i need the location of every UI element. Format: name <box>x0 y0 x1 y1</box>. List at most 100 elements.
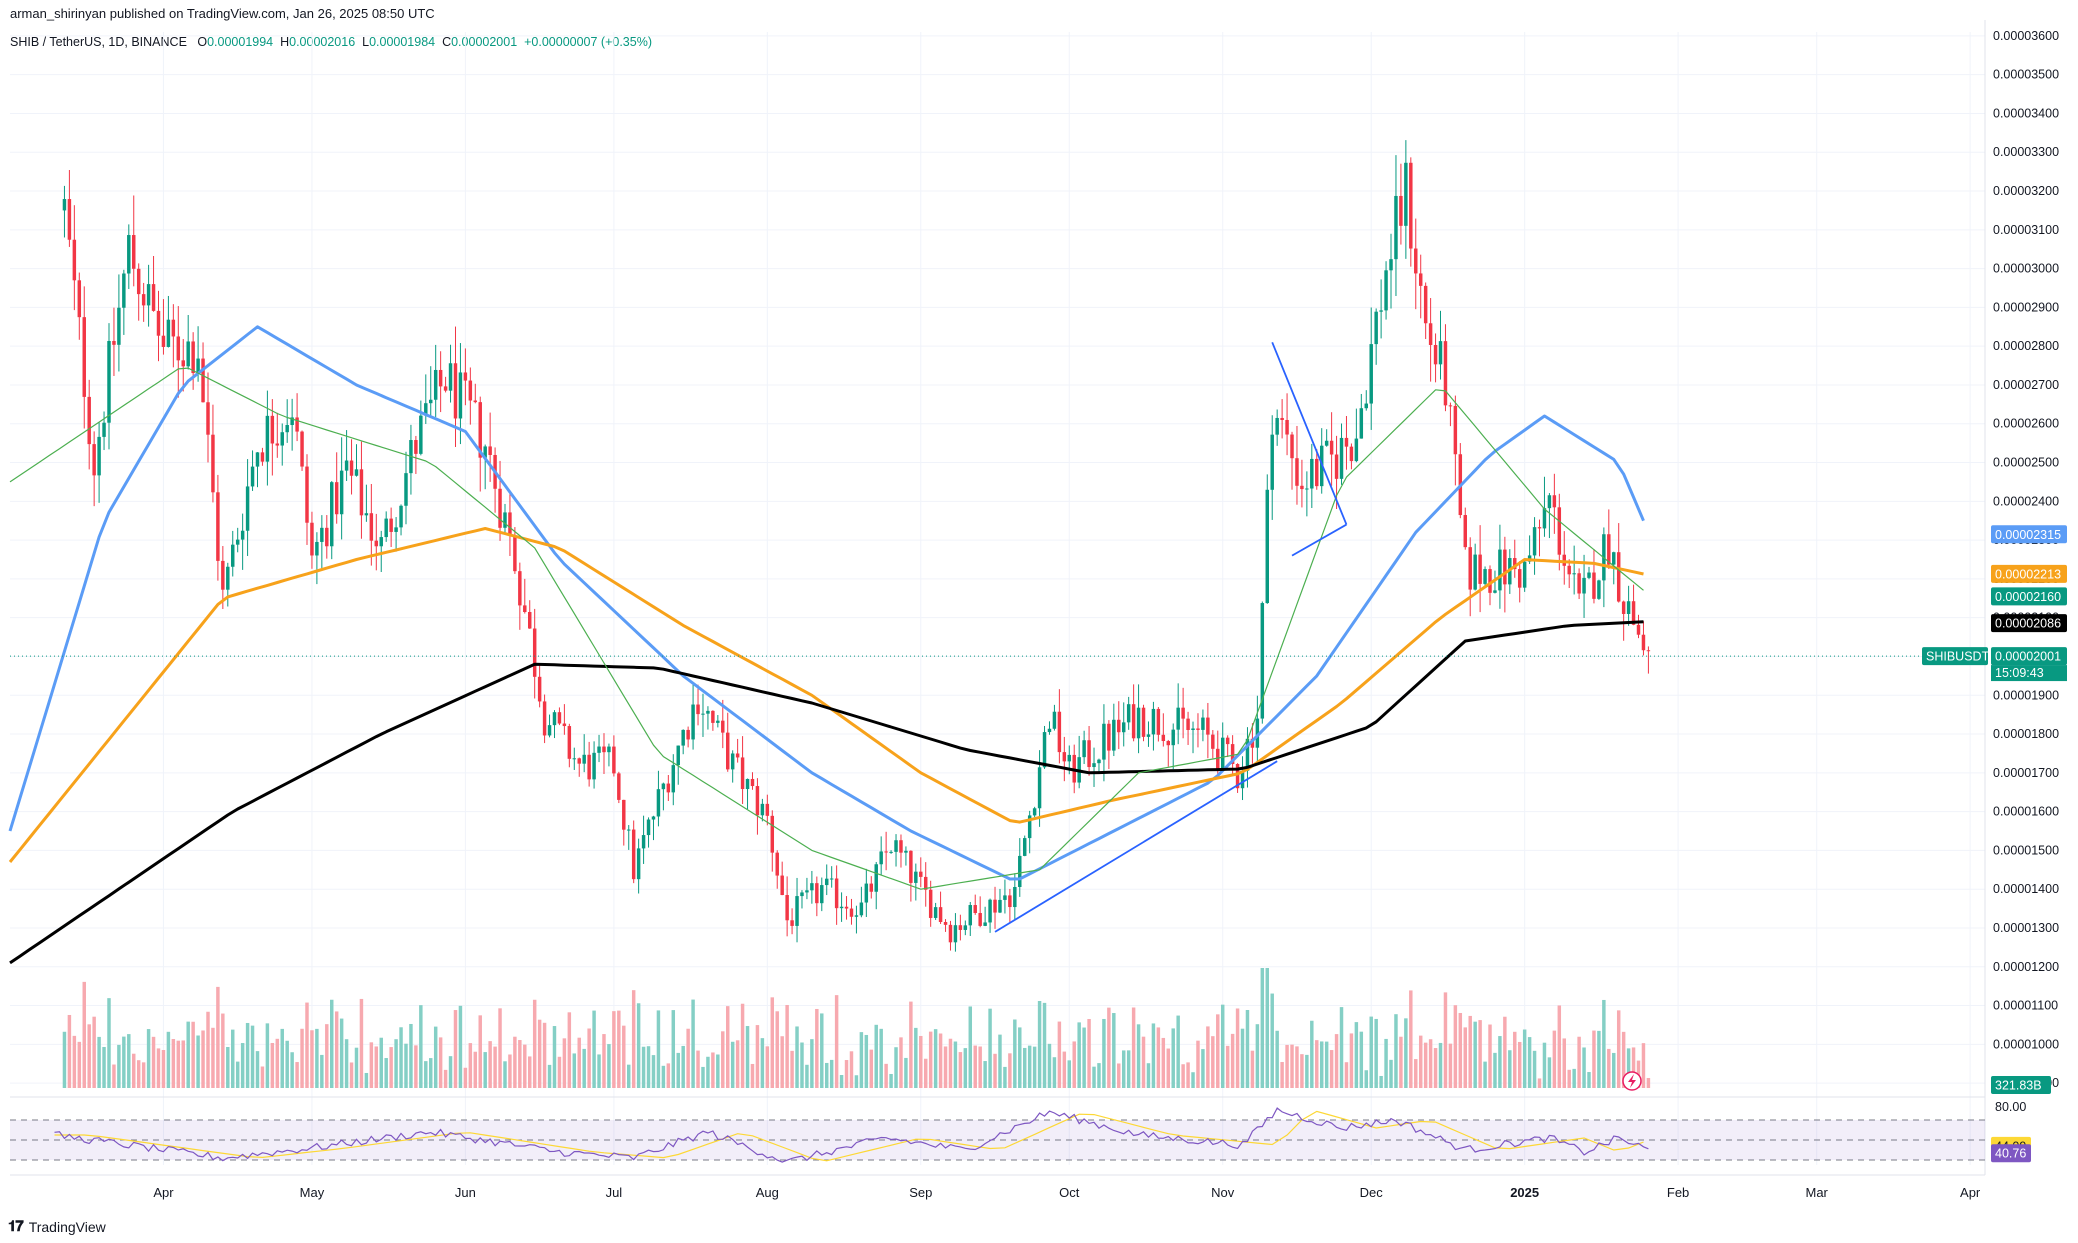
candle-body <box>1220 737 1225 770</box>
candle-body <box>805 890 809 893</box>
candle-body <box>914 871 918 883</box>
candle-body <box>1225 737 1230 745</box>
candles[interactable] <box>62 140 1651 952</box>
volume-bar <box>988 1008 992 1088</box>
ohlc-values: O0.00001994 H0.00002016 L0.00001984 C0.0… <box>190 35 652 49</box>
volume-bar <box>1027 1045 1032 1088</box>
volume-bar <box>656 1010 661 1088</box>
volume-bar <box>384 1058 388 1088</box>
time-tick-label: Sep <box>909 1185 932 1200</box>
candle-body <box>701 713 705 715</box>
candle-body <box>864 883 869 903</box>
candle-body <box>745 778 750 790</box>
candle-body <box>389 518 393 532</box>
tradingview-logo[interactable]: 𝟏𝟕 TradingView <box>8 1218 106 1235</box>
candle-body <box>1532 527 1537 556</box>
volume-bar <box>706 1056 710 1088</box>
candle-body <box>795 896 799 926</box>
candle-body <box>800 892 804 897</box>
volume-bar <box>1612 1052 1616 1088</box>
candle-body <box>1339 437 1344 479</box>
open-value: 0.00001994 <box>207 35 274 49</box>
volume-bar <box>1399 1036 1403 1088</box>
candle-body <box>1587 572 1591 578</box>
candle-body <box>1557 507 1562 555</box>
candle-body <box>384 518 388 538</box>
volume-bar <box>1131 1007 1136 1088</box>
candle-body <box>211 434 215 493</box>
volume-bar <box>681 1045 685 1088</box>
volume-bar <box>1527 1037 1532 1088</box>
candle-body <box>1404 162 1408 226</box>
price-tick-label: 0.00002700 <box>1993 378 2059 392</box>
volume-bar <box>765 1046 770 1088</box>
volume-bar <box>993 1053 997 1088</box>
candle-body <box>1062 752 1067 762</box>
volume-bar <box>998 1034 1002 1088</box>
symbol-name[interactable]: SHIB / TetherUS, 1D, BINANCE <box>10 35 187 49</box>
candle-body <box>1087 740 1091 768</box>
volume-bar <box>834 995 839 1088</box>
candle-body <box>1572 573 1576 575</box>
candle-body <box>1626 601 1631 614</box>
candle-body <box>1136 707 1141 739</box>
volume-bar <box>305 1002 309 1088</box>
volume-bar <box>1513 1031 1517 1088</box>
candle-body <box>156 310 161 336</box>
price-tick-label: 0.00003600 <box>1993 29 2059 43</box>
candle-body <box>102 422 106 437</box>
volume-bar <box>127 1034 131 1088</box>
volume-bar <box>968 1006 973 1088</box>
last-price-badge-text: 0.00002001 <box>1995 650 2061 664</box>
volume-bar <box>1334 1034 1339 1088</box>
candle-body <box>117 307 121 345</box>
trendlines[interactable] <box>994 341 1348 933</box>
candle-body <box>923 876 928 890</box>
candle-body <box>874 864 878 892</box>
volume-bar <box>226 1047 230 1088</box>
candle-body <box>72 239 77 281</box>
price-tick-label: 0.00001100 <box>1993 999 2058 1013</box>
candle-body <box>1186 718 1190 730</box>
volume-bar <box>1473 1021 1477 1088</box>
candle-body <box>315 541 319 556</box>
volume-bar <box>433 1026 438 1088</box>
rsi-value-badge-text: 40.76 <box>1995 1147 2026 1161</box>
candle-body <box>666 783 671 793</box>
volume-bar <box>1498 1036 1502 1088</box>
volume-bar <box>1225 1045 1230 1088</box>
volume-bar <box>1275 1030 1279 1088</box>
candle-body <box>166 319 171 347</box>
time-axis[interactable]: Apr May Jun Jul Aug Sep Oct Nov Dec 2025 Feb Mar Apr <box>153 1185 1981 1200</box>
candle-body <box>1117 719 1121 733</box>
volume-bar <box>1315 1040 1319 1088</box>
volume-bar <box>1082 1027 1086 1088</box>
candle-body <box>132 235 136 269</box>
volume-bar <box>359 998 364 1088</box>
volume-bar <box>146 1029 151 1088</box>
volume-bar <box>77 1041 82 1088</box>
volume-bar <box>1092 1066 1096 1088</box>
volume-bar <box>438 1037 443 1088</box>
volume-bar <box>122 1036 126 1088</box>
candle-body <box>305 466 309 523</box>
volume-bar <box>1037 1001 1042 1088</box>
candle-body <box>884 851 888 853</box>
candle-body <box>67 199 72 240</box>
candle-body <box>1102 723 1106 760</box>
candle-body <box>1503 549 1507 585</box>
volume-bar <box>1126 1050 1131 1088</box>
volume-bar <box>810 1039 814 1088</box>
volume-bar <box>1136 1024 1141 1088</box>
volume-bar <box>963 1048 968 1088</box>
candle-body <box>617 773 621 800</box>
candle-body <box>424 403 428 416</box>
volume-bar <box>612 1011 616 1088</box>
price-tick-label: 0.00002800 <box>1993 339 2059 353</box>
volume-bar <box>1265 968 1270 1088</box>
volume-bar <box>1324 1041 1329 1088</box>
volume-bar <box>117 1044 121 1088</box>
volume-bar <box>537 1019 542 1088</box>
price-tick-label: 0.00001200 <box>1993 960 2059 974</box>
